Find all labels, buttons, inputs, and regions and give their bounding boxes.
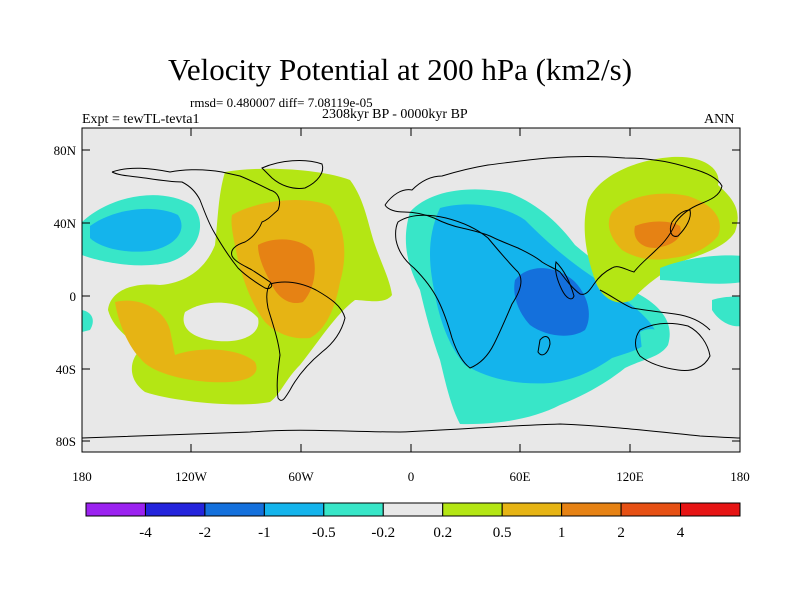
colorbar-swatch [144,502,206,517]
coastlines [82,156,740,439]
lon-label-0: 0 [408,469,415,484]
colorbar-label: -0.2 [371,525,395,541]
lat-label-40s: 40S [56,362,76,377]
lon-tick-labels: 180 120W 60W 0 60E 120E 180 [72,469,750,484]
colorbar-label: 2 [617,525,625,541]
lon-label-180w: 180 [72,469,92,484]
colorbar-swatch [382,502,444,517]
contour-west-edge [82,310,93,332]
lat-label-80n: 80N [54,143,77,158]
colorbar-label: -1 [258,525,271,541]
contour-wpac-neg [660,255,740,284]
colorbar-swatch [442,502,503,517]
experiment-label: Expt = tewTL-tevta1 [82,112,200,127]
colorbar-swatch [620,502,682,517]
lon-label-60w: 60W [288,469,314,484]
contour-eastasia-p1 [634,221,681,248]
lat-tick-marks [82,149,740,442]
coast-madagascar [537,336,551,356]
contour-australia-neg [640,329,668,353]
coast-north-america [111,167,281,289]
contour-npac-neg-core [90,208,182,252]
contour-americas-hole [183,302,259,342]
coast-australia [635,322,711,371]
stats-subtitle: rmsd= 0.480007 diff= 7.08119e-05 [190,95,373,110]
colorbar-swatch [680,502,741,517]
colorbar-label: 4 [677,525,685,541]
colorbar-swatch [263,502,325,517]
contour-sepac-p05 [115,300,257,383]
colorbar-label: 0.5 [493,525,512,541]
colorbar-labels: -4 -2 -1 -0.5 -0.2 0.2 0.5 1 2 4 [139,525,685,541]
lon-label-120e: 120E [616,469,644,484]
lon-label-120w: 120W [175,469,208,484]
colorbar-swatch [501,502,563,517]
colorbar-label: -0.5 [312,525,336,541]
colorbar-swatch [204,502,265,517]
coast-india [555,260,575,300]
colorbar-label: 1 [558,525,566,541]
season-label: ANN [704,112,735,127]
contour-fields [82,156,740,425]
colorbar-label: -2 [199,525,212,541]
lon-tick-marks [81,128,741,452]
lon-label-60e: 60E [510,469,531,484]
lat-label-80s: 80S [56,434,76,449]
coast-japan [669,209,691,237]
lat-label-40n: 40N [54,216,77,231]
map-title: Velocity Potential at 200 hPa (km2/s) [167,52,633,87]
coast-greenland [261,160,324,189]
contour-wpac-neg2 [712,296,740,327]
colorbar-label: -4 [139,525,152,541]
contour-americas-p1 [258,239,315,304]
coast-africa [395,214,522,369]
coast-se-asia [599,289,711,331]
lat-label-0: 0 [70,289,77,304]
coast-antarctica [82,423,740,439]
colorbar-swatch [85,502,146,517]
period-label: 2308kyr BP - 0000kyr BP [322,107,468,122]
colorbar: -4 -2 -1 -0.5 -0.2 0.2 0.5 1 2 4 [85,502,741,541]
lon-label-180e: 180 [730,469,750,484]
colorbar-swatch [323,502,384,517]
colorbar-swatch [561,502,622,517]
lat-tick-labels: 80N 40N 0 40S 80S [54,143,77,449]
coast-south-america [266,281,346,401]
colorbar-label: 0.2 [433,525,452,541]
colorbar-boxes [85,502,741,517]
